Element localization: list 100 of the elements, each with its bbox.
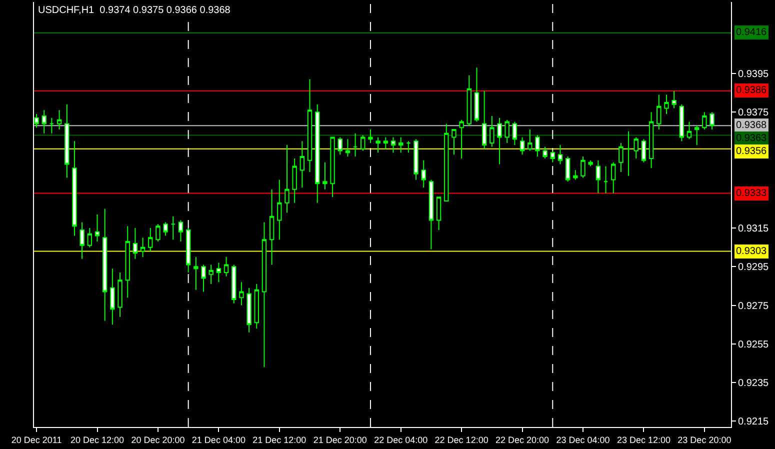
candlestick (216, 262, 222, 283)
y-tick-label: 0.9235 (738, 378, 770, 390)
candlestick (603, 166, 608, 194)
candlestick (580, 156, 586, 178)
candlestick (132, 228, 138, 260)
y-tick-label: 0.9295 (738, 262, 770, 274)
candlestick (565, 156, 570, 182)
candlestick (262, 222, 267, 368)
candlestick (618, 142, 624, 172)
candlestick (110, 268, 115, 326)
candlestick (702, 112, 707, 130)
x-tick-label: 20 Dec 2011 (11, 434, 62, 445)
candlestick (352, 132, 358, 158)
candlestick (482, 90, 487, 150)
candlestick (307, 78, 312, 172)
y-tick-label: 0.9215 (738, 416, 770, 428)
x-tick-label: 22 Dec 04:00 (374, 434, 428, 445)
x-tick-label: 21 Dec 20:00 (313, 434, 367, 445)
candlestick (360, 134, 366, 152)
candlestick (573, 170, 578, 180)
candlestick (42, 110, 46, 134)
chart-title: USDCHF,H1 0.9374 0.9375 0.9366 0.9368 (38, 5, 231, 16)
candlestick (588, 160, 593, 167)
candlestick (56, 110, 62, 130)
candlestick (686, 121, 692, 140)
candlestick (368, 129, 373, 144)
candlestick (558, 144, 563, 165)
candlestick (383, 136, 388, 150)
candlestick (459, 119, 464, 159)
x-tick-label: 22 Dec 20:00 (496, 434, 550, 445)
candlestick (292, 158, 297, 204)
candlestick (656, 94, 662, 130)
ref-line-label: 0.9386 (736, 85, 768, 96)
candlestick (269, 188, 274, 266)
x-tick-label: 21 Dec 12:00 (252, 434, 306, 445)
candlestick (163, 222, 168, 236)
candlestick (330, 136, 335, 198)
candlestick (102, 208, 108, 322)
x-tick-label: 23 Dec 20:00 (678, 434, 732, 445)
candlestick (542, 146, 548, 159)
x-tick-label: 21 Dec 04:00 (192, 434, 246, 445)
candlestick (300, 140, 305, 188)
candlestick (277, 179, 282, 240)
candlestick (94, 214, 100, 242)
candlestick (414, 138, 418, 180)
y-tick-label: 0.9315 (738, 224, 770, 235)
candlestick (208, 264, 214, 285)
ref-line-label: 0.9356 (736, 146, 768, 157)
candlestick (64, 104, 70, 178)
candlestick (611, 162, 616, 194)
candlestick (148, 228, 153, 252)
candlestick (710, 112, 714, 130)
candlestick (284, 144, 290, 214)
candlestick (406, 140, 411, 154)
ref-line-label: 0.9416 (736, 27, 768, 38)
candlestick (156, 224, 160, 242)
candlestick (49, 117, 54, 134)
candlestick (322, 162, 328, 190)
candlestick (194, 256, 198, 290)
candlestick (118, 272, 122, 318)
y-tick-label: 0.9375 (738, 108, 770, 119)
candlestick (436, 196, 442, 230)
candlestick (314, 104, 320, 204)
candlestick (246, 287, 252, 333)
candlestick (254, 284, 259, 329)
candlestick (634, 136, 638, 159)
candlestick (239, 282, 244, 306)
candlestick (170, 216, 176, 240)
candlestick (398, 136, 404, 154)
candlestick (421, 160, 426, 188)
x-tick-label: 22 Dec 12:00 (434, 434, 488, 445)
x-tick-label: 20 Dec 20:00 (131, 434, 185, 445)
candlestick (80, 222, 84, 260)
candlestick (626, 130, 631, 176)
candlestick (641, 138, 646, 163)
candlestick (648, 112, 654, 169)
candlestick (679, 104, 684, 142)
x-tick-label: 23 Dec 12:00 (616, 434, 670, 445)
candlestick (376, 136, 380, 154)
candlestick (452, 129, 456, 156)
candlestick (497, 117, 502, 165)
candlestick (512, 121, 518, 146)
candlestick (672, 90, 676, 109)
candlestick (178, 220, 184, 242)
candlestick (140, 237, 146, 258)
x-tick-label: 23 Dec 04:00 (556, 434, 610, 445)
x-tick-label: 20 Dec 12:00 (70, 434, 124, 445)
ref-line-label: 0.9303 (736, 246, 768, 257)
candlestick (520, 136, 525, 156)
y-tick-label: 0.9395 (738, 68, 770, 80)
candlestick (232, 264, 236, 304)
ref-line-label: 0.9333 (736, 188, 768, 199)
candlestick (694, 125, 700, 146)
y-tick-label: 0.9255 (738, 339, 770, 350)
candlestick (201, 264, 206, 292)
candlestick (474, 67, 480, 122)
candlestick (390, 136, 396, 154)
candlestick (338, 136, 342, 156)
candlestick (535, 134, 540, 158)
candlestick (87, 228, 92, 248)
